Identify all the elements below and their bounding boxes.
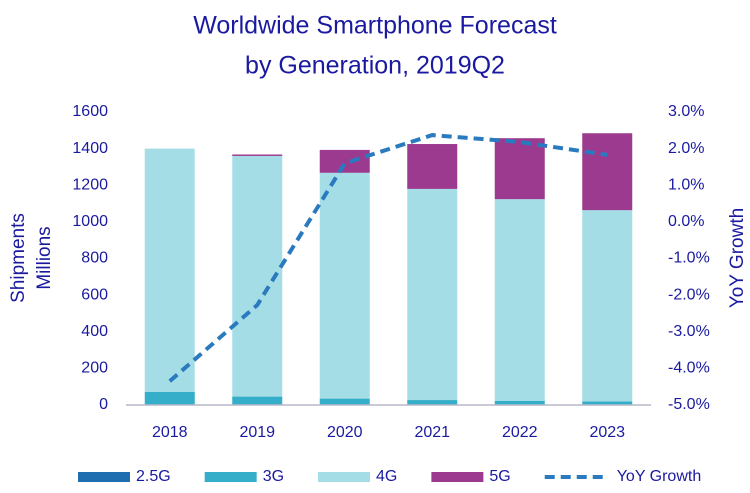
legend-label: YoY Growth xyxy=(617,468,702,485)
bar-segment xyxy=(144,391,195,405)
bar-segment xyxy=(232,396,283,405)
bar-segment xyxy=(407,144,458,189)
y2-tick-label: -4.0% xyxy=(668,360,710,377)
bar-segment xyxy=(494,138,545,200)
y2-tick-label: -5.0% xyxy=(668,396,710,413)
y-axis-label: Millions xyxy=(34,226,55,289)
y-tick-label: 0 xyxy=(99,396,108,413)
line-series xyxy=(168,133,608,383)
legend-swatch xyxy=(318,472,371,482)
y-tick-label: 400 xyxy=(81,323,108,340)
y-tick-label: 1600 xyxy=(72,103,108,120)
x-tick-label: 2023 xyxy=(589,424,625,441)
bar-segment xyxy=(582,401,633,405)
legend-swatch xyxy=(78,472,130,482)
y-tick-label: 600 xyxy=(81,286,108,303)
bar-segment xyxy=(494,400,545,405)
chart-title: by Generation, 2019Q2 xyxy=(245,52,505,80)
legend-swatch xyxy=(204,472,257,482)
y2-tick-label: 1.0% xyxy=(668,176,704,193)
x-tick-label: 2020 xyxy=(327,424,363,441)
y2-axis-label: YoY Growth xyxy=(727,208,748,308)
y2-tick-label: -3.0% xyxy=(668,323,710,340)
y2-tick-label: 0.0% xyxy=(668,213,704,230)
chart-title: Worldwide Smartphone Forecast xyxy=(193,12,557,40)
y-tick-label: 1000 xyxy=(72,213,108,230)
x-tick-label: 2019 xyxy=(239,424,275,441)
y2-tick-label: -2.0% xyxy=(668,286,710,303)
legend-label: 2.5G xyxy=(136,468,171,485)
bar-segment xyxy=(407,400,458,405)
y2-tick-label: -1.0% xyxy=(668,250,710,267)
bar-segment xyxy=(494,199,545,401)
x-tick-label: 2021 xyxy=(414,424,450,441)
bar-segment xyxy=(407,188,458,401)
bar-segment xyxy=(319,149,370,173)
bar-segment xyxy=(232,154,283,156)
bar-segment xyxy=(319,398,370,405)
y2-tick-label: 2.0% xyxy=(668,140,704,157)
bar-segment xyxy=(582,210,633,402)
bar-segment xyxy=(582,133,633,211)
y-tick-label: 200 xyxy=(81,360,108,377)
y-tick-label: 800 xyxy=(81,250,108,267)
x-tick-label: 2018 xyxy=(152,424,188,441)
legend-label: 5G xyxy=(489,468,510,485)
x-tick-label: 2022 xyxy=(502,424,538,441)
legend-swatch xyxy=(431,472,484,482)
legend-label: 3G xyxy=(263,468,284,485)
y-tick-label: 1400 xyxy=(72,140,108,157)
bar-segment xyxy=(319,172,370,399)
y2-tick-label: 3.0% xyxy=(668,103,704,120)
legend-label: 4G xyxy=(376,468,397,485)
bar-segment xyxy=(144,148,195,392)
y-tick-label: 1200 xyxy=(72,176,108,193)
y-axis-label: Shipments xyxy=(8,213,29,303)
